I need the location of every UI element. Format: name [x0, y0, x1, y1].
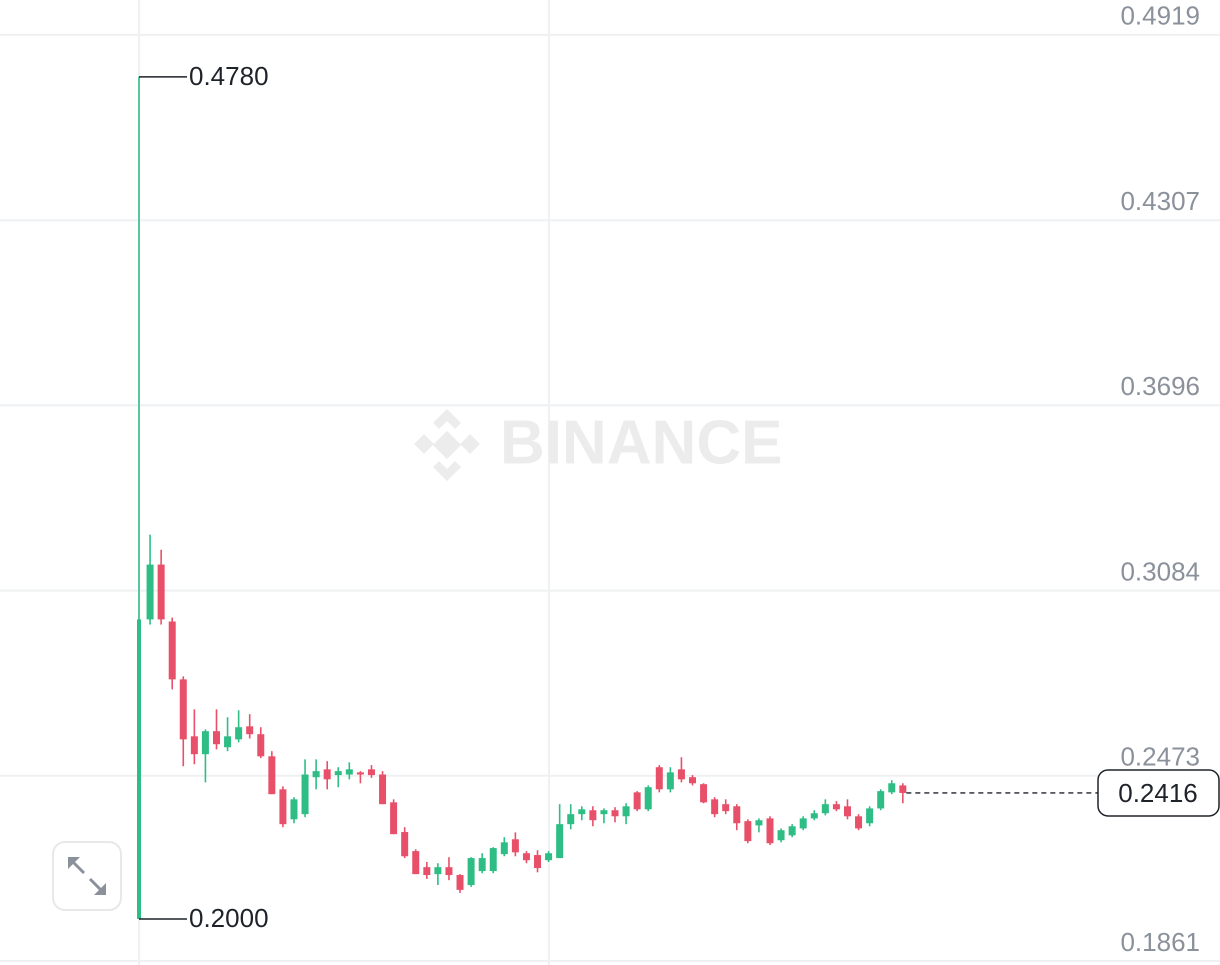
candle-body [168, 621, 176, 680]
candle-body [456, 875, 464, 890]
candle-body [390, 802, 398, 835]
candle-body [434, 867, 442, 875]
candle-body [600, 810, 608, 815]
expand-icon[interactable] [70, 859, 86, 875]
candle-body [700, 784, 708, 803]
candle-body [445, 867, 453, 876]
candle-body [201, 731, 209, 755]
candle-body [677, 769, 685, 780]
candle-body [290, 799, 298, 820]
candle-body [257, 734, 265, 757]
candle-body [190, 736, 198, 755]
candle-body [356, 772, 364, 775]
candle-body [810, 813, 818, 819]
annotation-label: 0.4780 [189, 61, 269, 91]
candle-body [644, 787, 652, 810]
candle-body [722, 804, 730, 812]
watermark: BINANCE [414, 408, 782, 481]
candle-body [246, 726, 254, 735]
candle-body [799, 818, 807, 829]
y-tick-label: 0.4919 [1120, 1, 1200, 31]
y-tick-label: 0.1861 [1120, 927, 1200, 957]
expand-button-bg[interactable] [52, 841, 122, 911]
watermark-logo [414, 409, 480, 481]
expand-icon[interactable] [88, 877, 104, 893]
candle-body [478, 858, 486, 872]
candle-body [345, 769, 353, 775]
candle-body [766, 818, 774, 844]
candle-body [755, 820, 763, 826]
candle-body [301, 774, 309, 815]
candle-body [323, 769, 331, 780]
candle-body [367, 769, 375, 776]
candle-body [137, 619, 141, 919]
candle-body [379, 774, 387, 805]
candle-body [224, 736, 232, 748]
candle-body [655, 767, 663, 790]
candle-body [888, 783, 896, 793]
expand-icon[interactable] [68, 857, 106, 895]
candle-body [611, 810, 619, 817]
candle-body [522, 853, 530, 861]
candle-body [843, 806, 851, 817]
candle-body [578, 809, 586, 815]
candle-body [744, 821, 752, 842]
candle-body [467, 858, 475, 886]
candle-body [633, 792, 641, 810]
expand-button[interactable] [52, 841, 122, 911]
candle-body [589, 810, 597, 821]
candle-body [788, 826, 796, 836]
candle-body [412, 851, 420, 875]
candle-body [666, 772, 674, 790]
candle-body [855, 816, 863, 829]
candle-body [832, 804, 840, 810]
candle-body [545, 853, 553, 861]
y-tick-label: 0.2473 [1120, 742, 1200, 772]
candle-body [777, 830, 785, 841]
candle-body [711, 799, 719, 815]
watermark-text: BINANCE [500, 408, 782, 477]
candle-body [279, 789, 287, 825]
last-price-label: 0.2416 [1118, 778, 1198, 808]
candle-body [268, 756, 276, 795]
y-tick-label: 0.4307 [1120, 186, 1200, 216]
candle-body [567, 814, 575, 825]
candle-body [821, 804, 829, 814]
last-price-box [1097, 769, 1220, 817]
candle-body [899, 785, 907, 793]
y-tick-label: 0.3084 [1120, 557, 1200, 587]
candle-body [877, 791, 885, 809]
candle-body [689, 777, 696, 784]
annotation-label: 0.2000 [189, 903, 269, 933]
candle-body [401, 832, 409, 857]
candle-body [235, 727, 243, 740]
candle-body [179, 679, 187, 740]
candle-body [157, 564, 165, 620]
candle-body [866, 808, 874, 824]
candle-body [334, 771, 342, 776]
candle-body [489, 848, 497, 872]
candle-body [733, 806, 741, 824]
y-tick-label: 0.3696 [1120, 371, 1200, 401]
candle-body [556, 824, 564, 859]
candle-body [534, 855, 542, 869]
candle-body [622, 806, 630, 817]
candle-body [423, 867, 431, 876]
candle-body [212, 731, 220, 745]
candle-body [146, 564, 154, 620]
candle-body [511, 839, 519, 853]
candle-body [500, 842, 508, 855]
candle-body [312, 771, 320, 778]
